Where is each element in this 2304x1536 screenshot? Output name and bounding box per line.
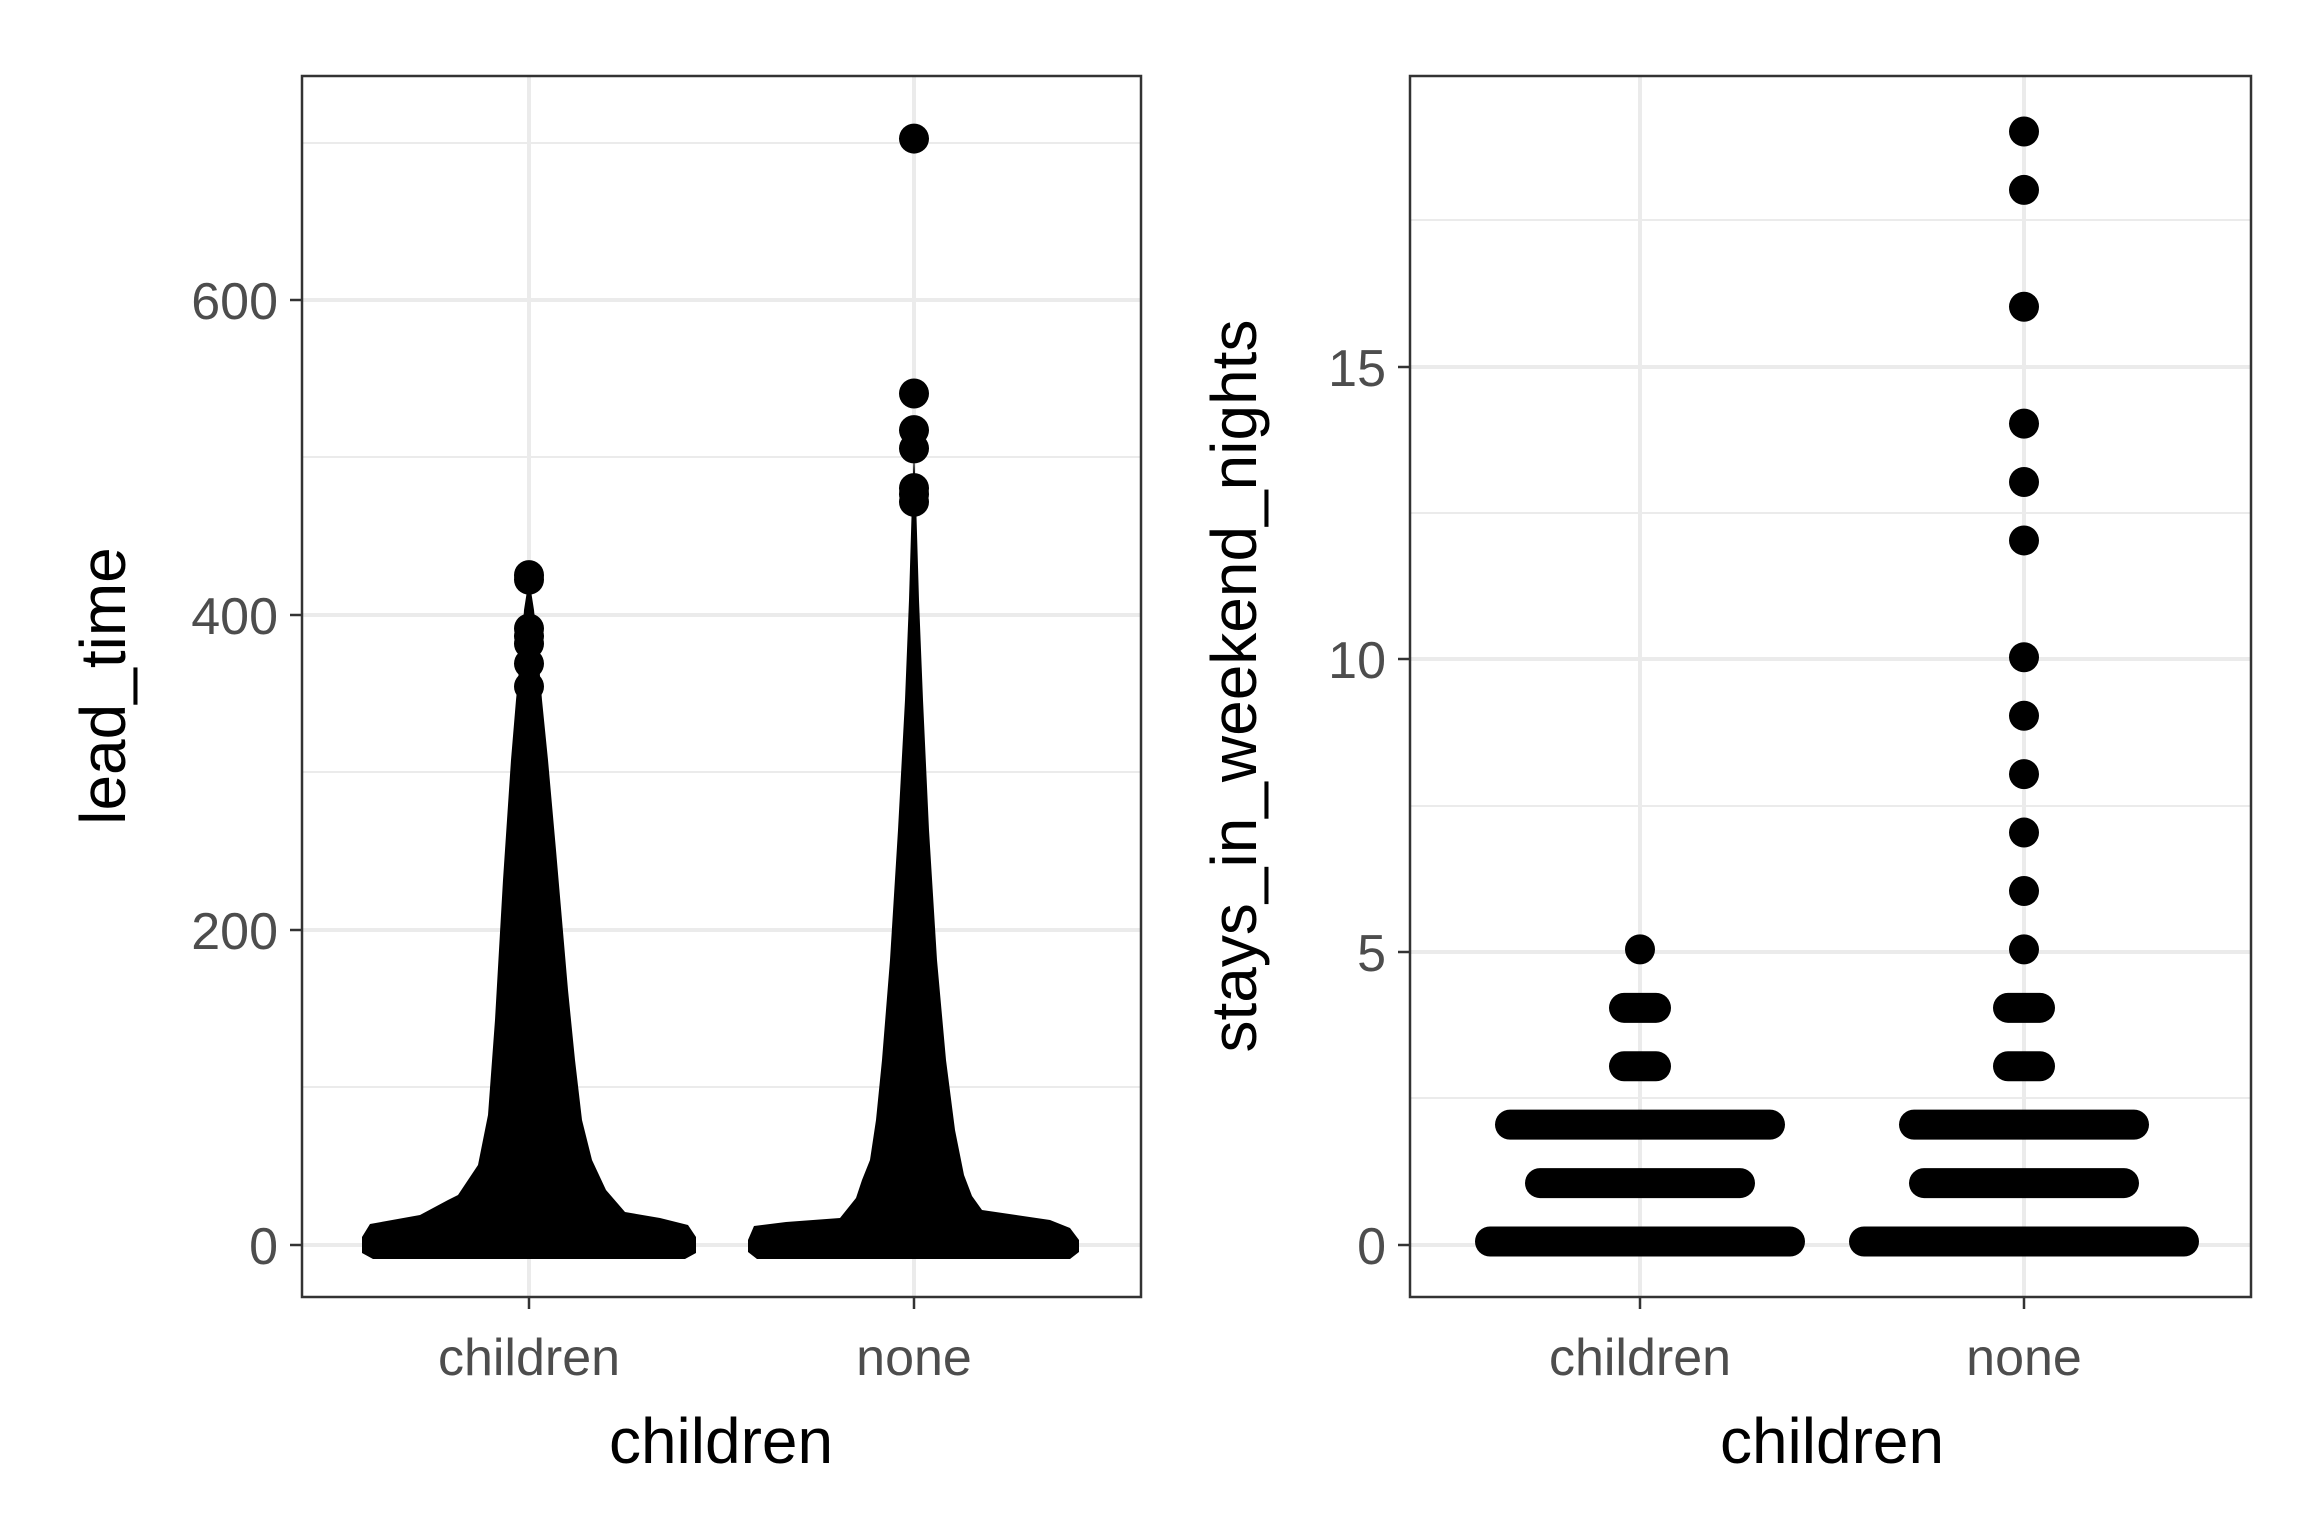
right-y-axis: 0 5 10 15	[1328, 340, 1410, 1276]
weekend-nights-point	[2009, 116, 2039, 147]
weekend-nights-point	[2009, 700, 2039, 731]
right-chart: 0 5 10 15 children none children stays_i…	[1198, 74, 2253, 1477]
right-y-tick-label: 15	[1328, 340, 1386, 398]
weekend-nights-point	[2009, 408, 2039, 439]
left-x-axis: children none	[438, 1297, 972, 1387]
left-panel-border	[300, 74, 1143, 1299]
left-x-tick-label: children	[438, 1329, 620, 1387]
right-x-tick-label: children	[1549, 1329, 1731, 1387]
weekend-nights-point	[2009, 291, 2039, 322]
left-swarm-children	[362, 578, 696, 1259]
lead-time-point	[899, 378, 929, 409]
weekend-nights-point	[1625, 934, 1655, 965]
lead-time-point	[514, 648, 544, 679]
left-x-tick-label: none	[856, 1329, 972, 1387]
right-x-axis: children none	[1549, 1297, 2082, 1387]
weekend-nights-point	[2009, 174, 2039, 205]
left-y-axis: 0 200 400 600	[191, 273, 302, 1276]
right-grid	[1410, 76, 2251, 1297]
right-y-tick-label: 10	[1328, 632, 1386, 690]
left-swarms	[362, 450, 1079, 1259]
lead-time-point	[899, 433, 929, 464]
right-x-axis-title: children	[1720, 1405, 1944, 1477]
lead-time-point	[514, 671, 544, 702]
weekend-nights-point	[2009, 642, 2039, 673]
left-y-tick-label: 200	[191, 903, 278, 961]
lead-time-point	[899, 486, 929, 517]
left-y-tick-label: 600	[191, 273, 278, 331]
left-swarm-none	[748, 450, 1079, 1259]
weekend-nights-point	[2009, 875, 2039, 906]
left-chart: 0 200 400 600 children none children lea…	[67, 74, 1143, 1477]
left-y-axis-title: lead_time	[67, 547, 139, 825]
right-points	[1475, 116, 2199, 1257]
lead-time-point	[899, 123, 929, 154]
left-grid	[302, 76, 1141, 1297]
left-points	[514, 123, 929, 702]
weekend-nights-point	[2009, 759, 2039, 790]
weekend-nights-point	[2009, 467, 2039, 498]
right-x-tick-label: none	[1966, 1329, 2082, 1387]
right-panel-border	[1408, 74, 2253, 1299]
lead-time-point	[514, 564, 544, 595]
right-y-tick-label: 0	[1357, 1218, 1386, 1276]
right-y-tick-label: 5	[1357, 925, 1386, 983]
left-y-tick-label: 400	[191, 588, 278, 646]
left-x-axis-title: children	[609, 1405, 833, 1477]
weekend-nights-point	[2009, 934, 2039, 965]
left-y-tick-label: 0	[249, 1218, 278, 1276]
right-y-axis-title: stays_in_weekend_nights	[1198, 320, 1270, 1053]
weekend-nights-point	[2009, 525, 2039, 556]
weekend-nights-point	[2009, 817, 2039, 848]
